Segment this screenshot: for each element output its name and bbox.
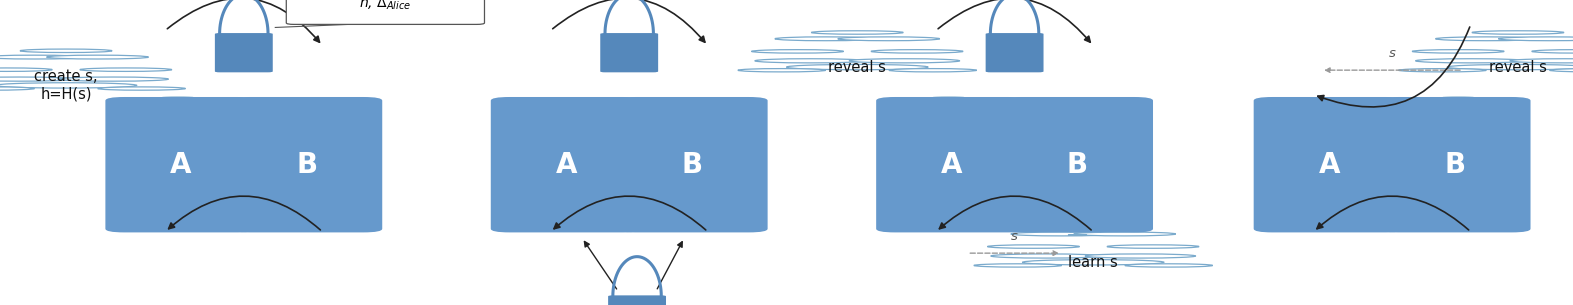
Ellipse shape [1472,31,1564,34]
FancyBboxPatch shape [986,33,1043,72]
Text: B: B [681,151,703,179]
Text: s: s [1389,47,1395,60]
Text: reveal s: reveal s [1490,59,1546,75]
Text: A: A [941,151,963,179]
Text: s: s [1011,230,1018,243]
Ellipse shape [849,59,960,63]
Text: A: A [555,151,577,179]
FancyBboxPatch shape [286,0,484,24]
Ellipse shape [1413,50,1504,53]
Ellipse shape [1070,231,1101,232]
Ellipse shape [738,69,826,72]
Ellipse shape [1442,97,1474,98]
FancyBboxPatch shape [601,33,658,72]
Ellipse shape [1011,232,1112,236]
Ellipse shape [58,77,168,81]
Ellipse shape [933,97,964,98]
Ellipse shape [98,87,186,90]
Ellipse shape [0,87,35,90]
Ellipse shape [871,50,963,53]
Ellipse shape [812,31,903,34]
FancyBboxPatch shape [609,295,665,305]
Ellipse shape [20,49,112,52]
Ellipse shape [0,55,85,59]
FancyBboxPatch shape [1002,97,1153,232]
Text: A: A [170,151,192,179]
FancyBboxPatch shape [876,97,1027,232]
Ellipse shape [775,37,876,41]
Ellipse shape [1447,64,1573,70]
Ellipse shape [755,59,865,63]
Ellipse shape [1048,226,1139,229]
Ellipse shape [1499,37,1573,41]
Ellipse shape [1107,245,1199,248]
FancyBboxPatch shape [617,97,768,232]
Text: learn s: learn s [1068,255,1118,270]
Ellipse shape [1436,37,1537,41]
Ellipse shape [162,97,193,98]
Ellipse shape [786,64,928,70]
FancyBboxPatch shape [1254,97,1405,232]
Ellipse shape [1398,69,1486,72]
FancyBboxPatch shape [216,33,272,72]
Ellipse shape [988,245,1079,248]
Ellipse shape [0,77,74,81]
Ellipse shape [991,254,1101,258]
FancyBboxPatch shape [491,97,642,232]
Ellipse shape [0,83,137,88]
Ellipse shape [1532,50,1573,53]
Text: reveal s: reveal s [829,59,886,75]
Text: create s,
h=H(s): create s, h=H(s) [35,69,98,102]
Ellipse shape [1074,232,1175,236]
Text: B: B [1444,151,1466,179]
Ellipse shape [752,50,843,53]
Text: h, $\Delta_{Alice}$: h, $\Delta_{Alice}$ [359,0,412,12]
Ellipse shape [974,264,1062,267]
Ellipse shape [1416,59,1526,63]
Ellipse shape [1022,260,1164,265]
FancyBboxPatch shape [1380,97,1531,232]
Ellipse shape [1510,59,1573,63]
Text: A: A [1318,151,1340,179]
Ellipse shape [889,69,977,72]
FancyBboxPatch shape [231,97,382,232]
Ellipse shape [1125,264,1213,267]
FancyBboxPatch shape [105,97,256,232]
Text: B: B [1066,151,1089,179]
Ellipse shape [838,37,939,41]
Ellipse shape [80,68,171,71]
Text: B: B [296,151,318,179]
Ellipse shape [1085,254,1195,258]
Ellipse shape [0,68,52,71]
Ellipse shape [1549,69,1573,72]
Ellipse shape [47,55,148,59]
